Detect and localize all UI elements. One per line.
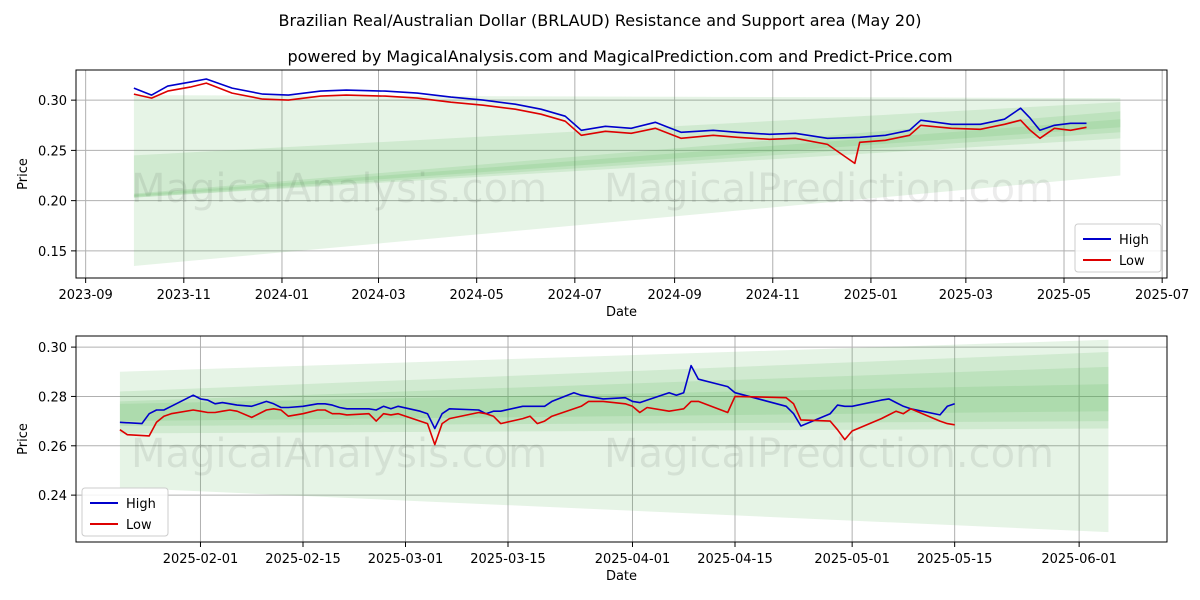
y-tick-label: 0.26 bbox=[38, 440, 67, 455]
x-tick-label: 2024-05 bbox=[450, 288, 504, 303]
series-group bbox=[119, 364, 955, 446]
legend-label-low: Low bbox=[1119, 254, 1145, 269]
x-axis-label: Date bbox=[606, 305, 637, 320]
series-line-low bbox=[133, 82, 1087, 165]
legend: High Low bbox=[81, 487, 169, 537]
band-1 bbox=[133, 102, 1121, 198]
y-axis-label: Price bbox=[16, 158, 31, 190]
y-tick-label: 0.30 bbox=[38, 341, 67, 356]
series-line-high bbox=[119, 364, 955, 430]
chart-title: Brazilian Real/Australian Dollar (BRLAUD… bbox=[279, 11, 922, 30]
legend-box bbox=[1074, 223, 1162, 273]
x-tick-label: 2025-03-01 bbox=[368, 552, 444, 567]
y-tick-label: 0.15 bbox=[38, 245, 67, 260]
y-tick-label: 0.28 bbox=[38, 390, 67, 405]
x-tick-label: 2024-09 bbox=[647, 288, 701, 303]
watermark-right: MagicalPrediction.com bbox=[604, 166, 1054, 212]
band-2 bbox=[119, 366, 1109, 427]
band-0 bbox=[119, 339, 1109, 533]
x-tick-label: 2025-01 bbox=[844, 288, 898, 303]
legend-label-high: High bbox=[126, 497, 156, 512]
x-axis-label: Date bbox=[606, 569, 637, 584]
axes-frame bbox=[75, 69, 1168, 279]
x-tick-label: 2025-03-15 bbox=[470, 552, 546, 567]
x-tick-label: 2025-02-01 bbox=[163, 552, 239, 567]
chart-subtitle: powered by MagicalAnalysis.com and Magic… bbox=[287, 47, 952, 66]
panel-bottom: MagicalAnalysis.com MagicalPrediction.com… bbox=[16, 335, 1168, 584]
x-tick-label: 2025-05-15 bbox=[917, 552, 993, 567]
x-tick-label: 2025-04-01 bbox=[595, 552, 671, 567]
x-tick-label: 2023-11 bbox=[157, 288, 211, 303]
x-tick-label: 2024-07 bbox=[548, 288, 602, 303]
support-resistance-bands bbox=[133, 95, 1121, 266]
series-group bbox=[133, 78, 1087, 165]
y-tick-label: 0.30 bbox=[38, 94, 67, 109]
legend: High Low bbox=[1074, 223, 1162, 273]
watermark-right: MagicalPrediction.com bbox=[604, 431, 1054, 477]
band-2 bbox=[133, 111, 1121, 198]
panel-top: MagicalAnalysis.com MagicalPrediction.com… bbox=[16, 69, 1189, 320]
x-tick-label: 2023-09 bbox=[58, 288, 112, 303]
x-tick-label: 2025-06-01 bbox=[1041, 552, 1117, 567]
band-3 bbox=[133, 119, 1121, 197]
watermark-left: MagicalAnalysis.com bbox=[131, 166, 547, 212]
x-tick-label: 2025-02-15 bbox=[265, 552, 341, 567]
y-tick-label: 0.24 bbox=[38, 489, 67, 504]
y-tick-label: 0.20 bbox=[38, 195, 67, 210]
x-tick-label: 2025-03 bbox=[939, 288, 993, 303]
x-tick-label: 2024-11 bbox=[746, 288, 800, 303]
watermark-left: MagicalAnalysis.com bbox=[131, 431, 547, 477]
band-0 bbox=[133, 95, 1121, 266]
x-tick-label: 2024-01 bbox=[255, 288, 309, 303]
legend-label-low: Low bbox=[126, 518, 152, 533]
x-tick-label: 2024-03 bbox=[351, 288, 405, 303]
legend-label-high: High bbox=[1119, 233, 1149, 248]
x-tick-label: 2025-05-01 bbox=[814, 552, 890, 567]
axes-frame bbox=[75, 335, 1168, 543]
y-axis-label: Price bbox=[16, 423, 31, 455]
y-tick-label: 0.25 bbox=[38, 144, 67, 159]
x-tick-label: 2025-04-15 bbox=[697, 552, 773, 567]
series-line-high bbox=[133, 78, 1087, 140]
series-line-low bbox=[119, 395, 955, 446]
legend-box bbox=[81, 487, 169, 537]
x-tick-label: 2025-07 bbox=[1135, 288, 1189, 303]
x-tick-label: 2025-05 bbox=[1037, 288, 1091, 303]
